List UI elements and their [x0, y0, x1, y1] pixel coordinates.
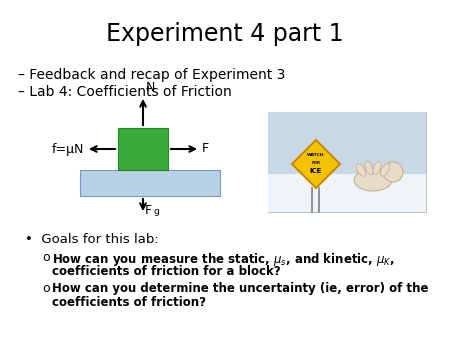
Ellipse shape	[373, 161, 381, 175]
Bar	[118, 128, 168, 170]
Text: o: o	[42, 251, 50, 264]
Text: How can you determine the uncertainty (ie, error) of the: How can you determine the uncertainty (i…	[52, 282, 428, 295]
Ellipse shape	[365, 161, 373, 175]
Text: How can you measure the static, $\mu_{s}$, and kinetic, $\mu_{K}$,: How can you measure the static, $\mu_{s}…	[52, 251, 395, 268]
Text: ICE: ICE	[310, 168, 322, 174]
Text: – Feedback and recap of Experiment 3: – Feedback and recap of Experiment 3	[18, 68, 285, 82]
Text: WATCH: WATCH	[307, 153, 325, 157]
Bar	[80, 170, 220, 196]
Text: coefficients of friction?: coefficients of friction?	[52, 296, 206, 309]
Text: F: F	[202, 143, 209, 155]
Circle shape	[383, 162, 403, 182]
Text: o: o	[42, 282, 50, 295]
Bar	[268, 112, 426, 174]
Bar	[268, 174, 426, 212]
Text: N: N	[146, 81, 155, 94]
Polygon shape	[292, 140, 340, 188]
Bar	[268, 112, 426, 212]
Text: FOR: FOR	[311, 161, 320, 165]
Text: F: F	[145, 204, 152, 217]
Text: coefficients of friction for a block?: coefficients of friction for a block?	[52, 265, 281, 278]
Text: – Lab 4: Coefficients of Friction: – Lab 4: Coefficients of Friction	[18, 85, 232, 99]
Ellipse shape	[356, 164, 366, 176]
Text: Experiment 4 part 1: Experiment 4 part 1	[106, 22, 344, 46]
Text: g: g	[153, 207, 159, 216]
Ellipse shape	[380, 164, 390, 176]
Ellipse shape	[354, 169, 392, 191]
Text: •  Goals for this lab:: • Goals for this lab:	[25, 233, 159, 246]
Text: f=μN: f=μN	[52, 143, 84, 155]
